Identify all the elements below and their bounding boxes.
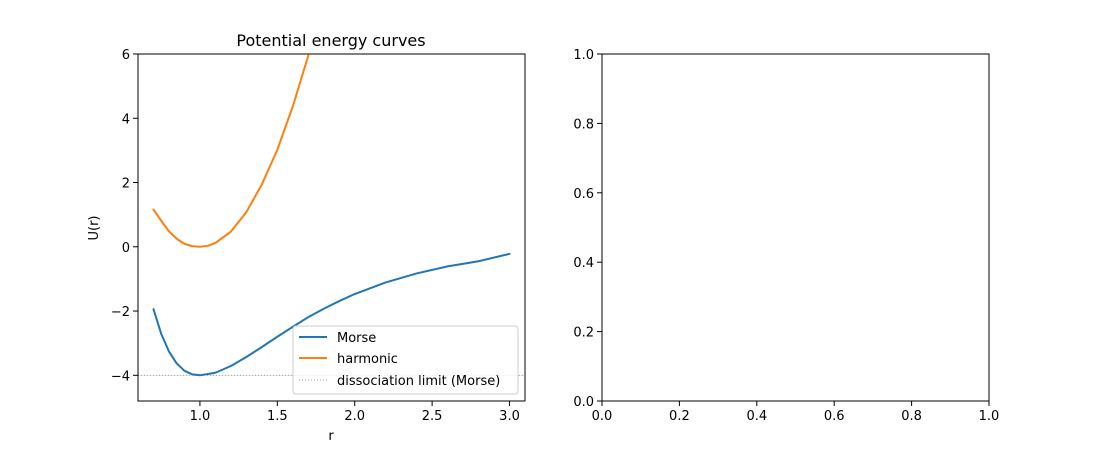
x-tick-label: 2.0: [344, 409, 365, 424]
y-tick-label: 0.6: [573, 187, 594, 202]
potential-energy-axes: Potential energy curves 1.0 1.5 2.0 2.5 3.0 …: [87, 31, 526, 444]
y-axis-ticks: 0.0 0.2 0.4 0.6 0.8 1.0: [573, 48, 602, 410]
x-tick-label: 1.0: [979, 409, 1000, 424]
y-tick-label: 0: [122, 241, 130, 256]
y-tick-label: 0.2: [573, 326, 594, 341]
x-tick-label: 0.0: [592, 409, 613, 424]
series-line-harmonic: [152, 54, 310, 248]
y-tick-label: 0.4: [573, 256, 594, 271]
legend-label-harmonic: harmonic: [337, 352, 398, 367]
legend: Morse harmonic dissociation limit (Morse…: [292, 325, 519, 395]
x-tick-label: 1.0: [190, 409, 211, 424]
x-tick-label: 0.8: [901, 409, 922, 424]
series-line-morse: [152, 252, 511, 377]
legend-label-dissociation-limit: dissociation limit (Morse): [337, 374, 500, 389]
x-tick-label: 3.0: [499, 409, 520, 424]
x-axis-ticks: 0.0 0.2 0.4 0.6 0.8 1.0: [592, 401, 1000, 424]
y-tick-label: 1.0: [573, 48, 594, 63]
y-tick-label: 0.0: [573, 395, 594, 410]
x-tick-label: 0.4: [746, 409, 767, 424]
y-tick-label: 4: [122, 112, 130, 127]
y-tick-label: 2: [122, 177, 130, 192]
x-tick-label: 0.6: [824, 409, 845, 424]
y-axis-label: U(r): [87, 215, 102, 240]
x-axis-label: r: [328, 429, 334, 444]
plot-area: [138, 54, 525, 377]
x-axis-ticks: 1.0 1.5 2.0 2.5 3.0: [190, 401, 520, 424]
y-tick-label: 0.8: [573, 117, 594, 132]
x-tick-label: 1.5: [267, 409, 288, 424]
y-axis-ticks: −4 −2 0 2 4 6: [111, 48, 138, 384]
x-tick-label: 2.5: [422, 409, 443, 424]
axes-frame: [601, 53, 990, 402]
empty-axes: 0.0 0.2 0.4 0.6 0.8 1.0 0.0 0.2 0.4 0.6 0.8 1.0: [573, 48, 999, 424]
y-tick-label: −2: [111, 305, 130, 320]
chart-title: Potential energy curves: [236, 31, 425, 50]
legend-label-morse: Morse: [337, 331, 376, 346]
x-tick-label: 0.2: [669, 409, 690, 424]
legend-box: [292, 325, 519, 395]
y-tick-label: −4: [111, 369, 130, 384]
y-tick-label: 6: [122, 48, 130, 63]
axes-frame: [137, 53, 526, 402]
